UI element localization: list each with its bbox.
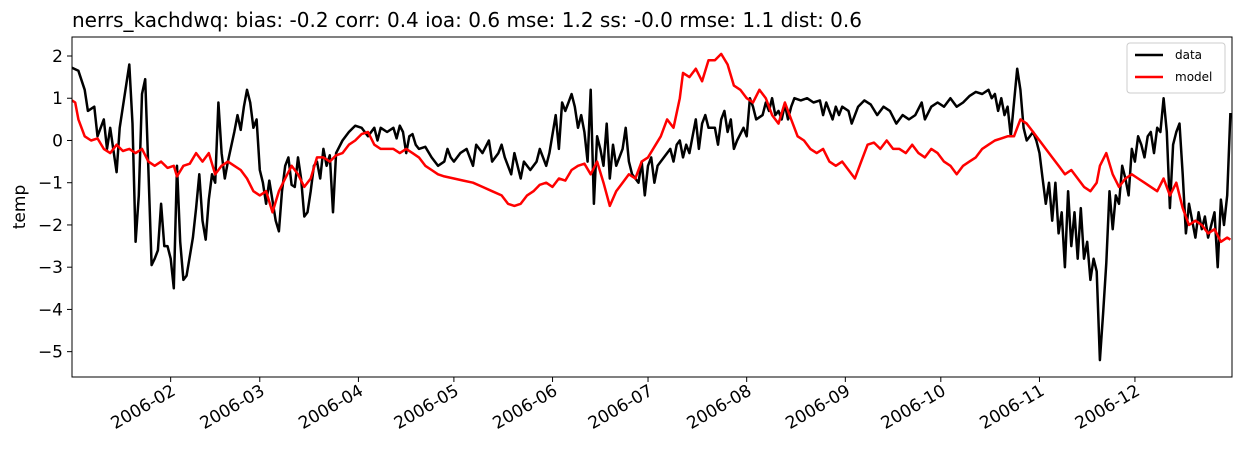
y-tick-label: 2 xyxy=(52,47,63,67)
chart-title: nerrs_kachdwq: bias: -0.2 corr: 0.4 ioa:… xyxy=(72,8,862,32)
x-axis: 2006-02 2006-03 2006-04 2006-05 2006-06 2006-… xyxy=(108,377,1144,434)
x-tick-label: 2006-04 xyxy=(295,381,367,434)
x-tick-label: 2006-07 xyxy=(585,381,657,434)
y-tick-label: −1 xyxy=(38,174,63,194)
y-axis: 2 1 0 −1 −2 −3 −4 −5 xyxy=(38,47,72,363)
x-tick-label: 2006-09 xyxy=(782,381,854,434)
series-line-data xyxy=(72,63,1232,362)
x-tick-label: 2006-06 xyxy=(490,381,562,434)
series-layer xyxy=(72,52,1232,362)
x-tick-label: 2006-10 xyxy=(878,381,950,434)
y-axis-label: temp xyxy=(10,185,30,229)
y-tick-label: −4 xyxy=(38,300,63,320)
y-tick-label: −2 xyxy=(38,216,63,236)
x-tick-label: 2006-11 xyxy=(976,381,1048,434)
y-tick-label: −3 xyxy=(38,258,63,278)
y-tick-label: 0 xyxy=(52,131,63,151)
legend-label-data: data xyxy=(1175,48,1202,62)
legend-label-model: model xyxy=(1175,70,1212,84)
plot-frame xyxy=(71,36,1233,378)
y-tick-label: −5 xyxy=(38,343,63,363)
x-tick-label: 2006-05 xyxy=(391,381,463,434)
x-tick-label: 2006-08 xyxy=(684,381,756,434)
legend: data model xyxy=(1126,42,1226,94)
x-tick-label: 2006-03 xyxy=(197,381,269,434)
y-tick-label: 1 xyxy=(52,89,63,109)
x-tick-label: 2006-12 xyxy=(1072,381,1144,434)
series-line-model xyxy=(72,52,1232,244)
x-tick-label: 2006-02 xyxy=(108,381,180,434)
